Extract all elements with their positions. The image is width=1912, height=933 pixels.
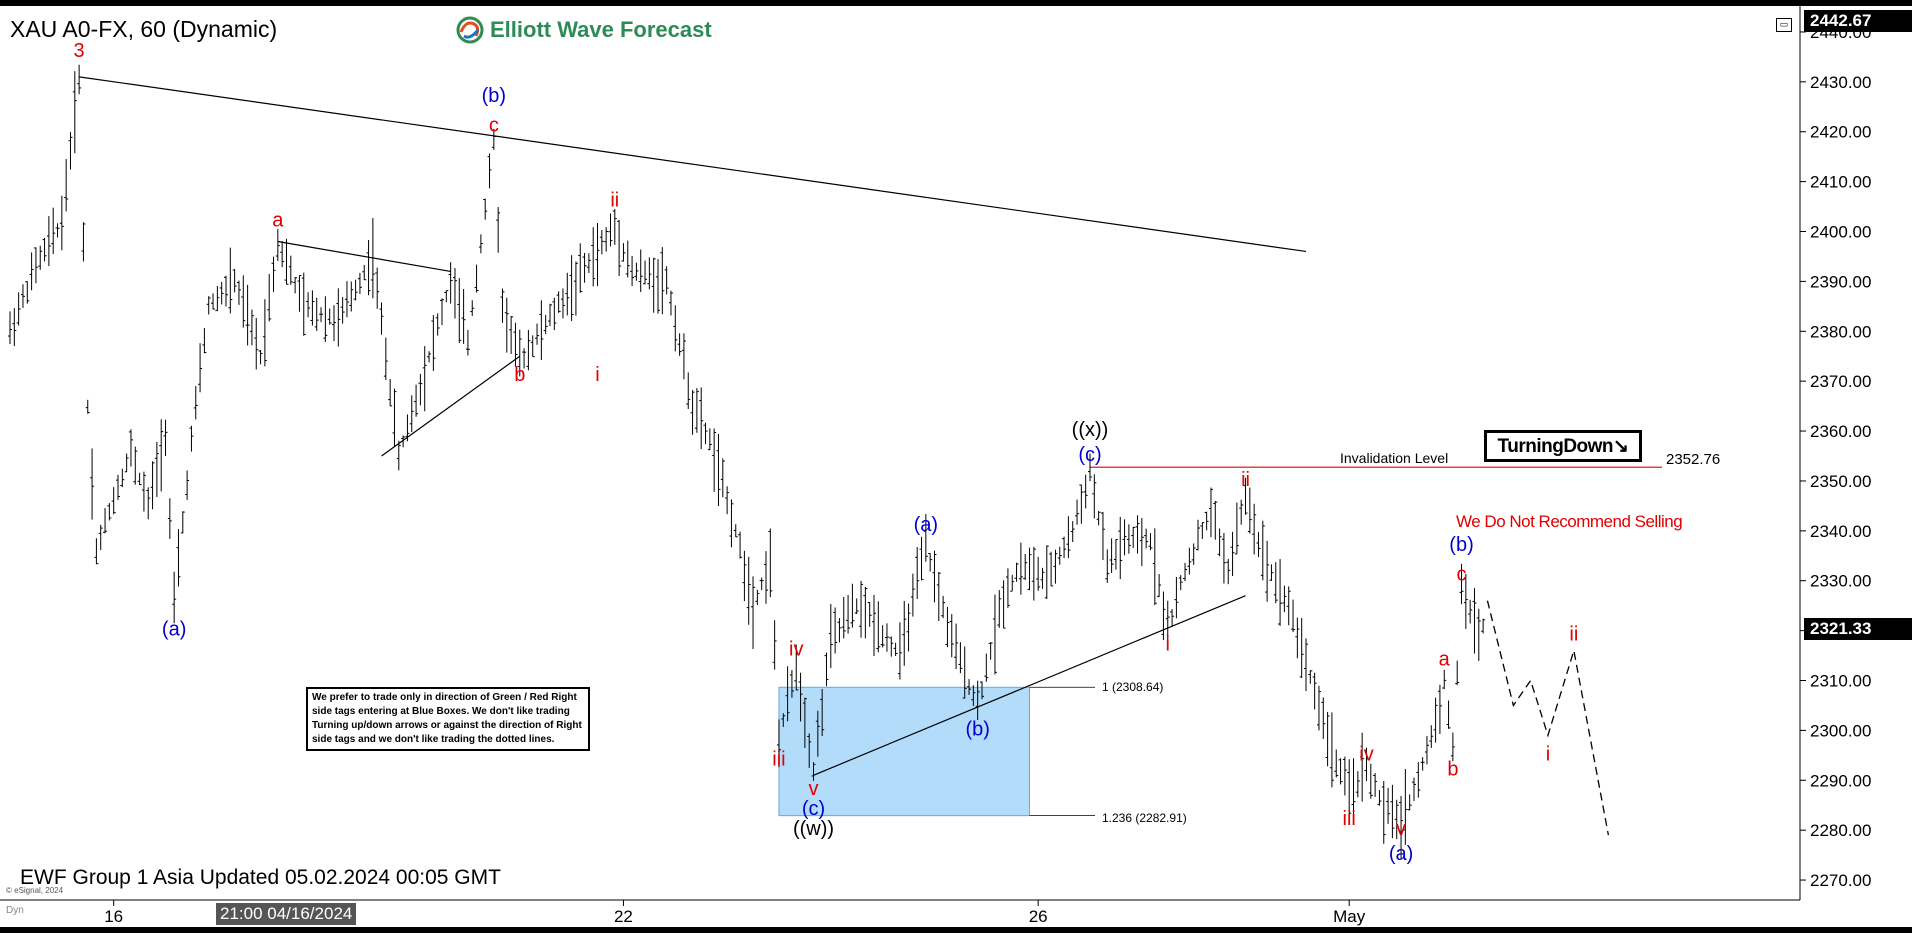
x-tick-label: 16 xyxy=(104,907,123,926)
symbol-title: XAU A0-FX, 60 (Dynamic) xyxy=(10,16,278,42)
wave-label: a xyxy=(1439,649,1451,671)
y-tick-label: 2410.00 xyxy=(1810,173,1871,192)
y-tick-label: 2270.00 xyxy=(1810,871,1871,890)
logo-icon xyxy=(456,16,484,44)
wave-label: c xyxy=(489,115,499,137)
x-tick-label: 26 xyxy=(1029,907,1048,926)
wave-label: v xyxy=(1396,818,1406,840)
wave-label: i xyxy=(595,364,599,386)
wave-label: (a) xyxy=(1389,843,1413,865)
top-border xyxy=(0,0,1912,6)
wave-label: (c) xyxy=(1078,444,1101,466)
y-tick-label: 2380.00 xyxy=(1810,322,1871,341)
trend-line xyxy=(813,595,1246,776)
logo-text: Elliott Wave Forecast xyxy=(490,17,712,42)
wave-label: 3 xyxy=(74,40,85,62)
trading-disclaimer: We prefer to trade only in direction of … xyxy=(306,687,590,751)
fib-level-1236: 1.236 (2282.91) xyxy=(1102,811,1187,825)
y-tick-label: 2330.00 xyxy=(1810,572,1871,591)
wave-label: ii xyxy=(1241,469,1250,491)
wave-label: ii xyxy=(610,190,619,212)
top-price-tag: 2442.67 xyxy=(1804,10,1912,32)
y-tick-label: 2390.00 xyxy=(1810,272,1871,291)
y-tick-label: 2310.00 xyxy=(1810,671,1871,690)
y-tick-label: 2400.00 xyxy=(1810,223,1871,242)
wave-label: iii xyxy=(772,748,785,770)
invalidation-label: Invalidation Level xyxy=(1340,450,1449,466)
maximize-icon[interactable]: ▭ xyxy=(1776,18,1792,32)
y-tick-label: 2350.00 xyxy=(1810,472,1871,491)
y-tick-label: 2340.00 xyxy=(1810,522,1871,541)
wave-label: ((w)) xyxy=(793,818,834,840)
wave-label: iv xyxy=(1359,743,1373,765)
price-axis: 2270.002280.002290.002300.002310.002320.… xyxy=(1800,23,1871,890)
wave-label: c xyxy=(1457,564,1467,586)
turning-down-tag: TurningDown↘ xyxy=(1484,430,1642,462)
wave-label: i xyxy=(1166,634,1170,656)
dyn-tag: Dyn xyxy=(6,905,24,916)
brand-logo: Elliott Wave Forecast xyxy=(456,16,712,44)
trend-line xyxy=(79,76,1307,253)
y-tick-label: 2300.00 xyxy=(1810,721,1871,740)
update-timestamp: EWF Group 1 Asia Updated 05.02.2024 00:0… xyxy=(20,866,501,889)
wave-label: (a) xyxy=(914,514,938,536)
time-axis: 16 22 26 May xyxy=(104,900,1366,926)
wave-label: (b) xyxy=(482,85,506,107)
last-price-tag: 2321.33 xyxy=(1804,618,1912,640)
crosshair-time-tag: 21:00 04/16/2024 xyxy=(216,903,357,925)
x-tick-label: 22 xyxy=(614,907,633,926)
invalidation-value: 2352.76 xyxy=(1666,451,1721,468)
trend-line xyxy=(277,240,451,273)
trend-lines-layer xyxy=(79,76,1610,836)
wave-label: b xyxy=(1447,758,1458,780)
fib-level-1: 1 (2308.64) xyxy=(1102,680,1164,694)
y-tick-label: 2280.00 xyxy=(1810,821,1871,840)
wave-label: a xyxy=(272,210,284,232)
copyright-note: © eSignal, 2024 xyxy=(6,886,64,895)
wave-label: v xyxy=(809,778,819,800)
wave-label: ii xyxy=(1569,624,1578,646)
x-tick-label: May xyxy=(1333,907,1366,926)
wave-label: iv xyxy=(789,639,803,661)
wave-label: i xyxy=(1546,743,1550,765)
wave-label: (b) xyxy=(965,718,989,740)
wave-labels-layer: 3(a)ab(b)ciiiiviiiv(c)((w))(a)(b)((x))(c… xyxy=(74,40,1579,865)
bottom-border xyxy=(0,927,1912,933)
y-tick-label: 2430.00 xyxy=(1810,73,1871,92)
no-sell-note: We Do Not Recommend Selling xyxy=(1456,512,1683,531)
y-tick-label: 2370.00 xyxy=(1810,372,1871,391)
price-bars-layer xyxy=(8,64,1486,859)
y-tick-label: 2360.00 xyxy=(1810,422,1871,441)
wave-label: (a) xyxy=(162,619,186,641)
y-tick-label: 2290.00 xyxy=(1810,771,1871,790)
wave-label: b xyxy=(514,364,525,386)
y-tick-label: 2420.00 xyxy=(1810,123,1871,142)
projection-path xyxy=(1486,600,1610,836)
wave-label: (b) xyxy=(1449,534,1473,556)
wave-label: ((x)) xyxy=(1072,419,1109,441)
wave-label: iii xyxy=(1343,808,1356,830)
trend-line xyxy=(381,355,521,457)
wave-label: (c) xyxy=(802,798,825,820)
